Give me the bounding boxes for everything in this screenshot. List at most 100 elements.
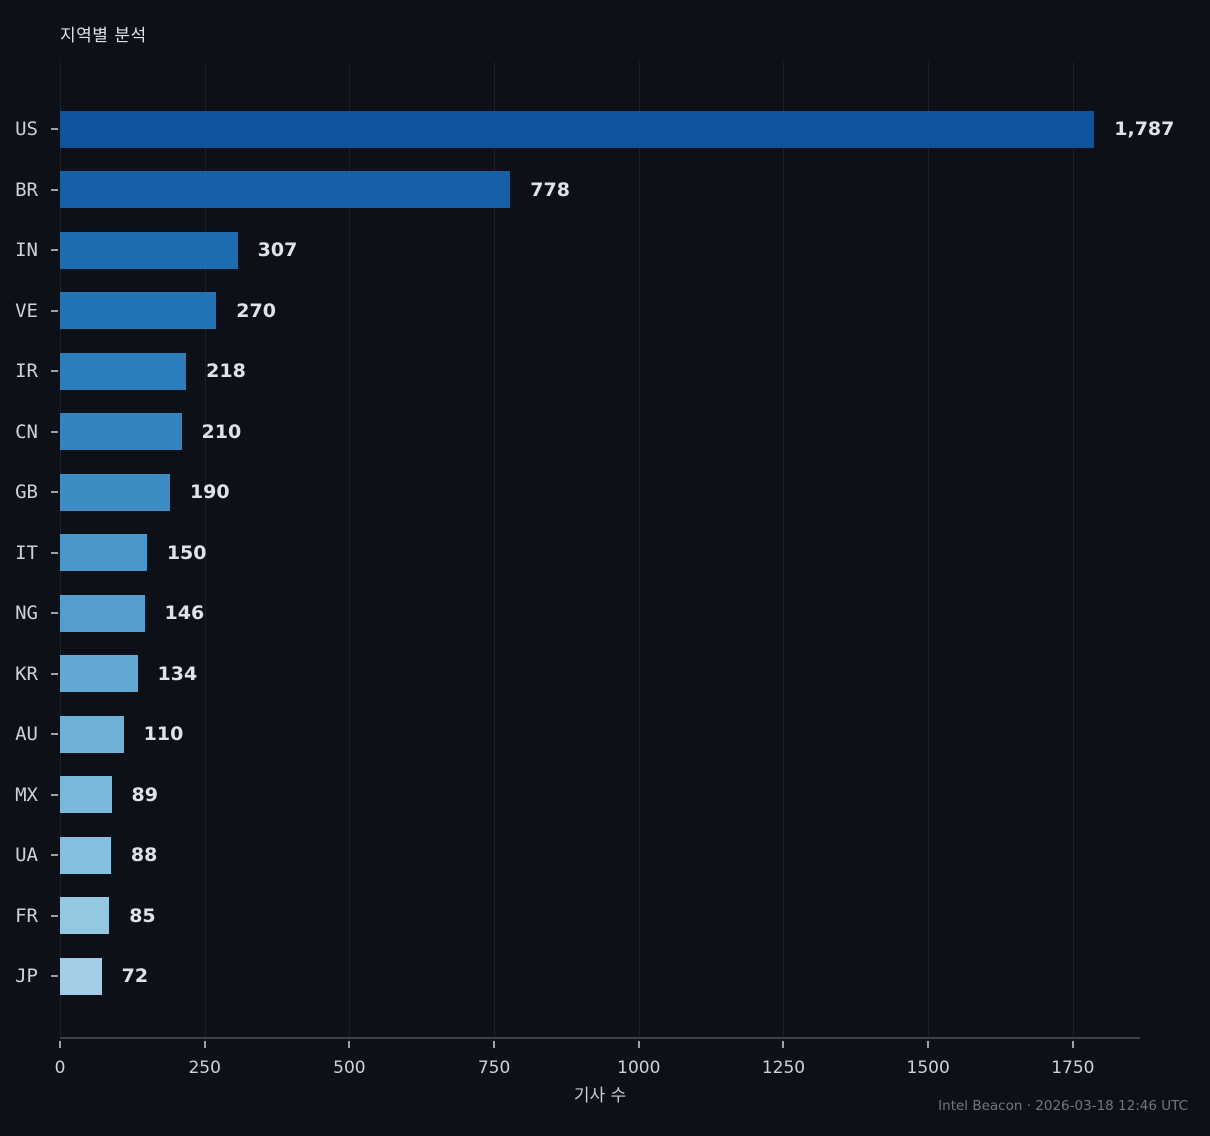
x-tick-mark (637, 1041, 640, 1048)
x-tick-mark (1071, 1041, 1074, 1048)
y-axis-label: VE (15, 299, 38, 322)
y-axis-label: FR (15, 904, 38, 927)
gridline (638, 62, 640, 1038)
y-tick-mark (51, 854, 58, 856)
gridline (1072, 62, 1074, 1038)
bar-row: UA 88 (15, 836, 1140, 874)
y-axis-label: GB (15, 481, 38, 503)
x-tick-label: 1000 (617, 1058, 661, 1078)
y-tick-mark (51, 188, 58, 191)
bar (60, 473, 170, 511)
y-axis-label: AU (15, 723, 38, 745)
plot-area: US 1,787 BR 778 IN 307 VE 270 IR 218 CN 210 GB 190 IT 1… (15, 62, 1174, 1078)
bar-value-label: 190 (189, 481, 230, 503)
y-tick-mark (51, 914, 58, 917)
bar-value-label: 110 (143, 723, 184, 745)
x-tick-mark (927, 1041, 930, 1048)
bar (60, 413, 182, 450)
y-tick-mark (51, 430, 58, 433)
bar-value-label: 218 (206, 360, 246, 382)
bar (60, 231, 238, 269)
bar-value-label: 270 (236, 299, 276, 322)
bar-value-label: 89 (131, 783, 158, 806)
bar (60, 836, 111, 874)
bar-row: VE 270 (15, 292, 1140, 329)
y-axis-label: BR (15, 178, 38, 201)
chart-title: 지역별 분석 (60, 26, 147, 46)
x-tick-mark (59, 1041, 61, 1048)
bar (60, 594, 145, 632)
bar-value-label: 88 (130, 844, 158, 866)
y-axis-label: KR (15, 662, 38, 685)
y-tick-mark (51, 370, 58, 372)
bar (60, 534, 147, 571)
gridline (928, 62, 930, 1038)
y-tick-mark (51, 309, 58, 312)
y-axis-label: IN (15, 239, 38, 261)
bar (60, 715, 124, 753)
x-tick-mark (203, 1041, 206, 1048)
bar-row: US 1,787 (15, 110, 1174, 148)
bar-value-label: 778 (530, 178, 570, 201)
bar-value-label: 307 (257, 239, 298, 261)
x-tick-label: 750 (477, 1058, 511, 1078)
bar-row: AU 110 (15, 715, 1140, 753)
y-axis-label: JP (15, 965, 38, 987)
y-axis-label: UA (15, 844, 38, 866)
gridline (494, 62, 496, 1038)
bar (60, 655, 138, 692)
y-axis-label: MX (15, 783, 38, 806)
bar-row: FR 85 (15, 897, 1140, 934)
y-tick-mark (51, 793, 58, 796)
x-tick-mark (348, 1041, 351, 1048)
bar-row: JP 72 (15, 957, 1140, 995)
y-axis-label: IR (15, 360, 38, 382)
y-tick-mark (51, 551, 58, 554)
x-tick-mark (493, 1041, 496, 1048)
x-axis-line (60, 1037, 1140, 1039)
bar (60, 352, 187, 390)
x-tick-label: 250 (188, 1058, 221, 1078)
bar-value-label: 150 (166, 541, 207, 564)
x-tick-label: 1500 (906, 1058, 950, 1078)
y-axis-label: US (15, 118, 38, 140)
gridline (783, 62, 785, 1038)
bar-value-label: 1,787 (1114, 118, 1175, 140)
x-tick-label: 1750 (1051, 1058, 1095, 1078)
y-axis-label: CN (15, 420, 38, 443)
bar (60, 110, 1095, 148)
x-tick-label: 500 (333, 1058, 366, 1078)
bar (60, 776, 112, 813)
gridline (204, 62, 206, 1038)
y-tick-mark (51, 672, 58, 675)
bar-value-label: 134 (157, 662, 198, 685)
bar-row: BR 778 (15, 171, 1140, 208)
bar-row: IR 218 (15, 352, 1140, 390)
x-axis-title: 기사 수 (573, 1086, 627, 1106)
bar-row: IN 307 (15, 231, 1140, 269)
y-tick-mark (51, 249, 58, 251)
x-tick-mark (782, 1041, 785, 1048)
y-axis-label: NG (15, 602, 38, 624)
y-tick-mark (51, 491, 58, 493)
bar-value-label: 85 (129, 904, 156, 927)
bar-row: NG 146 (15, 594, 1140, 632)
bar (60, 897, 110, 934)
footer-watermark: Intel Beacon · 2026-03-18 12:46 UTC (938, 1098, 1188, 1114)
y-axis-label: IT (15, 541, 38, 564)
bar-row: KR 134 (15, 655, 1140, 692)
bar-value-label: 72 (121, 965, 149, 987)
gridline (349, 62, 351, 1038)
bar-row: MX 89 (15, 776, 1140, 813)
y-tick-mark (51, 128, 58, 130)
x-tick-label: 1250 (761, 1058, 806, 1078)
bar-value-label: 210 (201, 420, 242, 443)
y-tick-mark (51, 612, 58, 614)
bar (60, 292, 217, 329)
bar-value-label: 146 (164, 602, 205, 624)
bar (60, 957, 102, 995)
bar-row: GB 190 (15, 473, 1140, 511)
y-tick-mark (51, 975, 58, 977)
y-tick-mark (51, 733, 58, 735)
